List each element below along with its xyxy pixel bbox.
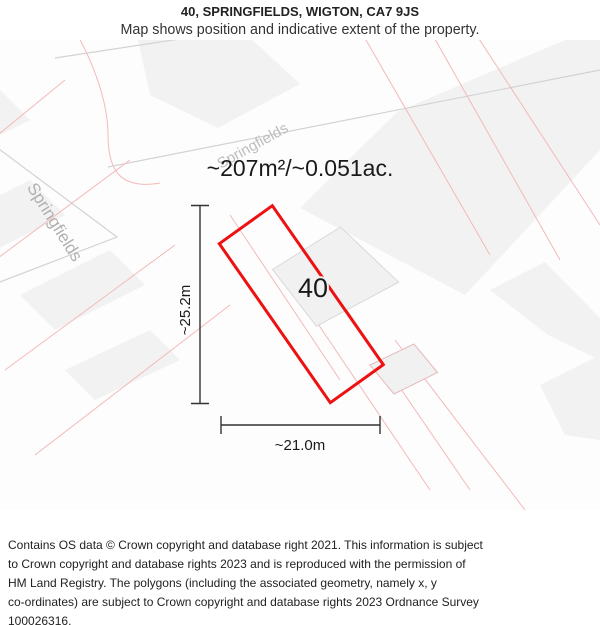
svg-text:40: 40 <box>298 273 328 303</box>
svg-text:~21.0m: ~21.0m <box>275 437 325 454</box>
svg-text:~207m²/~0.051ac.: ~207m²/~0.051ac. <box>207 155 394 181</box>
svg-text:~25.2m: ~25.2m <box>177 285 194 335</box>
